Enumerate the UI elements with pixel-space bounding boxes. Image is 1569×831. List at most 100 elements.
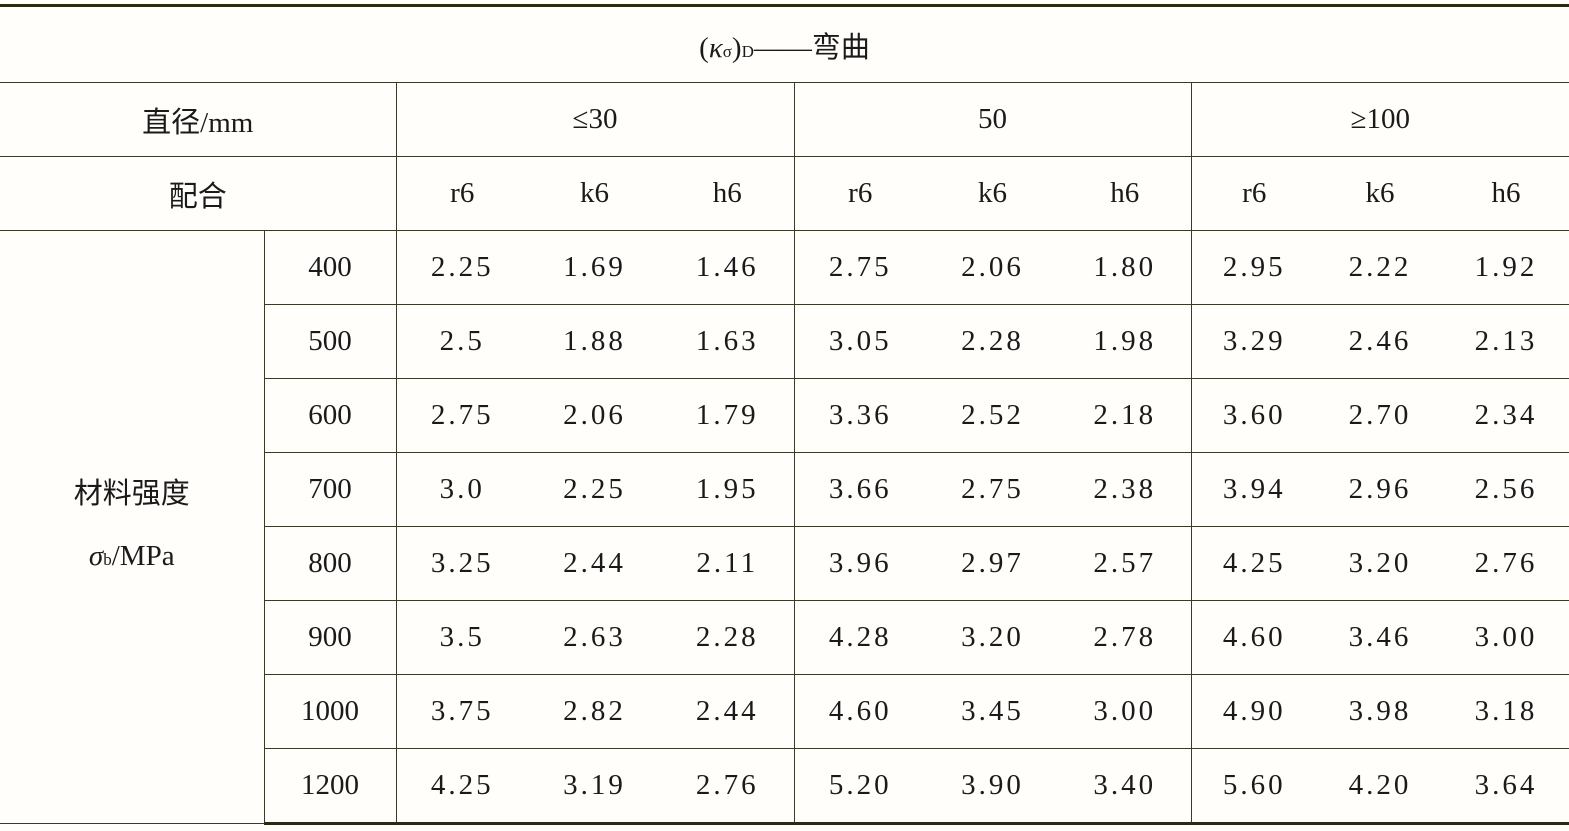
strength-value: 900	[264, 600, 397, 675]
kappa-value-cell: 2.63	[528, 600, 661, 675]
fit-header: r6	[1190, 156, 1317, 231]
kappa-value-cell: 3.60	[1190, 378, 1317, 453]
kappa-value-cell: 3.19	[528, 748, 661, 825]
kappa-value-cell: 4.25	[395, 748, 528, 825]
kappa-value-cell: 3.20	[926, 600, 1059, 675]
sigma-subscript: σ	[722, 41, 732, 61]
kappa-value-cell: 2.56	[1443, 452, 1569, 527]
fit-row: 配合 r6 k6 h6 r6 k6 h6 r6 k6 h6	[0, 156, 1569, 231]
kappa-value-cell: 3.94	[1190, 452, 1317, 527]
kappa-value-cell: 2.44	[528, 526, 661, 601]
fit-header: k6	[528, 156, 661, 231]
diameter-row: 直径/mm ≤30 50 ≥100	[0, 82, 1569, 157]
strength-label-text: 材料强度	[73, 478, 190, 510]
kappa-value-cell: 4.25	[1190, 526, 1317, 601]
kappa-value-cell: 2.25	[395, 230, 528, 305]
kappa-value-cell: 3.05	[793, 304, 926, 379]
kappa-value-cell: 2.75	[926, 452, 1059, 527]
kappa-value-cell: 2.97	[926, 526, 1059, 601]
unit-text: /MPa	[111, 540, 175, 572]
kappa-value-cell: 2.46	[1317, 304, 1443, 379]
sigma-symbol: σ	[88, 540, 104, 572]
kappa-value-cell: 3.75	[395, 674, 528, 749]
table-row: 材料强度 σb/MPa 400 2.25 1.69 1.46 2.75 2.06 1.80 2.9…	[0, 230, 1569, 824]
kappa-value-cell: 1.92	[1443, 230, 1569, 305]
strength-value: 500	[264, 304, 397, 379]
table-row: 1000 3.75 2.82 2.44 4.60 3.45 3.00 4.90 3.98 3.18	[0, 674, 1569, 749]
kappa-value-cell: 3.20	[1317, 526, 1443, 601]
kappa-value-cell: 3.90	[926, 748, 1059, 825]
strength-value: 800	[264, 526, 397, 601]
kappa-value-cell: 3.0	[395, 452, 528, 527]
kappa-value-cell: 2.44	[661, 674, 795, 749]
kappa-value-cell: 2.75	[793, 230, 926, 305]
kappa-value-cell: 2.06	[926, 230, 1059, 305]
kappa-value-cell: 2.18	[1059, 378, 1192, 453]
table-row: 500 2.5 1.88 1.63 3.05 2.28 1.98 3.29 2.46 2.13	[0, 304, 1569, 379]
kappa-value-cell: 4.28	[793, 600, 926, 675]
kappa-value-cell: 3.66	[793, 452, 926, 527]
diameter-header: ≥100	[1190, 82, 1569, 157]
diameter-label: 直径/mm	[0, 82, 397, 157]
fit-header: h6	[1443, 156, 1569, 231]
strength-value: 1200	[264, 748, 397, 825]
kappa-value-cell: 2.13	[1443, 304, 1569, 379]
table-title: (κσ)D——弯曲	[0, 4, 1569, 83]
kappa-value-cell: 1.79	[661, 378, 795, 453]
fit-header: k6	[1317, 156, 1443, 231]
diameter-header: 50	[793, 82, 1192, 157]
b-subscript: b	[103, 550, 112, 569]
table-row: 600 2.75 2.06 1.79 3.36 2.52 2.18 3.60 2.70 2.34	[0, 378, 1569, 453]
kappa-value-cell: 2.96	[1317, 452, 1443, 527]
kappa-value-cell: 3.00	[1059, 674, 1192, 749]
kappa-value-cell: 2.34	[1443, 378, 1569, 453]
kappa-value-cell: 2.5	[395, 304, 528, 379]
kappa-value-cell: 4.60	[1190, 600, 1317, 675]
kappa-value-cell: 2.28	[661, 600, 795, 675]
table-row: 900 3.5 2.63 2.28 4.28 3.20 2.78 4.60 3.46 3.00	[0, 600, 1569, 675]
kappa-value-cell: 1.95	[661, 452, 795, 527]
stress-concentration-table: (κσ)D——弯曲 直径/mm ≤30 50 ≥100 配合 r6 k6 h6 r6 k…	[0, 4, 1569, 825]
kappa-value-cell: 1.80	[1059, 230, 1192, 305]
fit-label: 配合	[0, 156, 397, 231]
kappa-value-cell: 3.46	[1317, 600, 1443, 675]
d-subscript: D	[741, 41, 754, 61]
kappa-value-cell: 1.69	[528, 230, 661, 305]
kappa-value-cell: 1.46	[661, 230, 795, 305]
kappa-value-cell: 3.25	[395, 526, 528, 601]
kappa-value-cell: 3.36	[793, 378, 926, 453]
kappa-value-cell: 2.76	[1443, 526, 1569, 601]
kappa-value-cell: 4.20	[1317, 748, 1443, 825]
kappa-value-cell: 3.00	[1443, 600, 1569, 675]
kappa-value-cell: 2.52	[926, 378, 1059, 453]
strength-value: 1000	[264, 674, 397, 749]
kappa-value-cell: 3.18	[1443, 674, 1569, 749]
kappa-value-cell: 4.60	[793, 674, 926, 749]
diameter-header: ≤30	[395, 82, 795, 157]
kappa-value-cell: 1.88	[528, 304, 661, 379]
kappa-value-cell: 2.95	[1190, 230, 1317, 305]
kappa-value-cell: 2.25	[528, 452, 661, 527]
kappa-value-cell: 2.28	[926, 304, 1059, 379]
title-row: (κσ)D——弯曲	[0, 4, 1569, 83]
fit-header: r6	[793, 156, 926, 231]
kappa-value-cell: 2.22	[1317, 230, 1443, 305]
kappa-value-cell: 3.29	[1190, 304, 1317, 379]
fit-header: h6	[661, 156, 795, 231]
strength-value: 700	[264, 452, 397, 527]
kappa-value-cell: 4.90	[1190, 674, 1317, 749]
fit-header: r6	[395, 156, 528, 231]
kappa-value-cell: 3.98	[1317, 674, 1443, 749]
strength-value: 600	[264, 378, 397, 453]
kappa-value-cell: 2.38	[1059, 452, 1192, 527]
kappa-value-cell: 3.96	[793, 526, 926, 601]
fit-header: k6	[926, 156, 1059, 231]
material-strength-label: 材料强度 σb/MPa	[0, 230, 265, 824]
kappa-value-cell: 2.06	[528, 378, 661, 453]
kappa-value-cell: 3.64	[1443, 748, 1569, 825]
strength-value: 400	[263, 230, 397, 305]
kappa-value-cell: 2.76	[661, 748, 795, 825]
table-row: 1200 4.25 3.19 2.76 5.20 3.90 3.40 5.60 4.20 3.64	[0, 748, 1569, 825]
kappa-value-cell: 5.60	[1190, 748, 1317, 825]
kappa-value-cell: 2.70	[1317, 378, 1443, 453]
